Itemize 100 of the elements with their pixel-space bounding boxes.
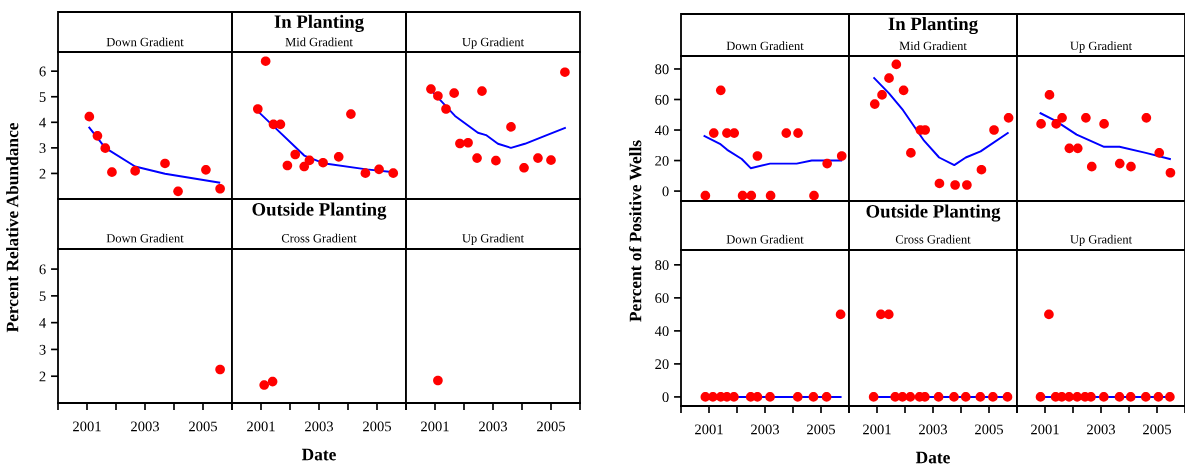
y-tick-label: 3 (39, 344, 46, 355)
point (318, 157, 328, 168)
y-tick-label: 5 (39, 92, 46, 102)
point (253, 104, 263, 114)
point (433, 91, 443, 101)
y-tick-label: 20 (655, 359, 669, 370)
point (715, 85, 726, 96)
x-tick-label: 2001 (1031, 424, 1059, 435)
chart-title: Up Gradient (462, 37, 524, 49)
point (441, 104, 451, 114)
point (346, 109, 356, 119)
point (1099, 119, 1109, 129)
point (426, 84, 436, 94)
point (752, 151, 763, 161)
point (360, 168, 371, 178)
chart-title: Down Gradient (106, 233, 184, 243)
chart-title: Mid Gradient (899, 41, 967, 51)
chart-title: Mid Gradient (285, 37, 353, 47)
point (1114, 158, 1125, 169)
x-tick-label: 2003 (479, 421, 508, 432)
y-tick-label: 6 (39, 264, 46, 275)
point (1154, 148, 1165, 158)
point (491, 155, 501, 166)
y-tick-label: 60 (655, 94, 669, 105)
chart-title: Up Gradient (1070, 234, 1132, 247)
y-tick-label: 4 (39, 117, 46, 128)
point (729, 128, 740, 138)
x-tick-label: 2003 (919, 424, 948, 435)
point (173, 186, 183, 197)
point (1044, 90, 1055, 100)
y-tick-label: 40 (654, 125, 669, 136)
point (290, 149, 301, 160)
chart-title: Cross Gradient (281, 233, 357, 243)
point (333, 152, 344, 162)
point (546, 155, 556, 165)
point (737, 190, 748, 201)
x-axis-title: Date (915, 451, 950, 464)
chart-title: Down Gradient (726, 234, 804, 244)
point (519, 163, 529, 173)
chart-title: Cross Gradient (895, 234, 971, 244)
y-tick-label: 60 (655, 293, 669, 304)
y-tick-label: 2 (39, 371, 46, 382)
point (282, 160, 293, 171)
point (1036, 119, 1046, 129)
point (304, 155, 315, 166)
point (700, 190, 711, 201)
point (215, 183, 225, 194)
y-axis-title: Percent Relative Abundance (6, 122, 19, 333)
point (898, 85, 909, 96)
point (533, 153, 543, 163)
chart-title: Up Gradient (462, 233, 524, 245)
point (962, 180, 972, 190)
point (869, 99, 880, 109)
point (1072, 143, 1083, 154)
x-tick-label: 2005 (1143, 424, 1172, 435)
x-tick-label: 2001 (73, 421, 101, 432)
y-tick-label: 80 (655, 64, 669, 75)
x-tick-label: 2005 (189, 421, 218, 432)
x-tick-label: 2001 (421, 421, 449, 432)
y-tick-label: 4 (39, 318, 46, 328)
x-tick-label: 2003 (305, 421, 334, 432)
point (1165, 167, 1176, 178)
x-tick-label: 2003 (1087, 424, 1116, 435)
y-tick-label: 2 (39, 168, 46, 179)
point (1086, 161, 1097, 172)
y-tick-label: 6 (39, 66, 46, 77)
point (884, 73, 894, 83)
point (1141, 113, 1152, 123)
y-axis-title: Percent of Positive Wells (628, 140, 642, 322)
point (822, 158, 832, 169)
point (877, 90, 887, 100)
point (201, 165, 211, 175)
point (891, 59, 902, 70)
chart-title: Down Gradient (106, 37, 184, 47)
point (793, 128, 803, 138)
point (781, 128, 792, 138)
x-tick-label: 2005 (363, 421, 392, 432)
point (765, 190, 776, 201)
point (92, 131, 103, 141)
point (455, 138, 465, 149)
point (809, 190, 819, 201)
point (1003, 113, 1014, 123)
point (463, 137, 473, 148)
y-tick-label: 5 (39, 291, 46, 302)
point (934, 178, 945, 189)
x-tick-label: 2003 (131, 421, 160, 432)
y-tick-label: 3 (39, 143, 46, 154)
point (449, 88, 459, 98)
point (260, 56, 271, 67)
point (506, 122, 516, 132)
x-tick-label: 2001 (247, 421, 275, 432)
point (1057, 113, 1067, 123)
point (472, 153, 482, 163)
point (388, 168, 399, 178)
point (560, 67, 570, 78)
point (906, 148, 916, 158)
x-tick-label: 2001 (863, 424, 891, 435)
x-axis-title: Date (301, 448, 336, 461)
point (836, 151, 847, 161)
text: Outside Planting (252, 202, 387, 220)
